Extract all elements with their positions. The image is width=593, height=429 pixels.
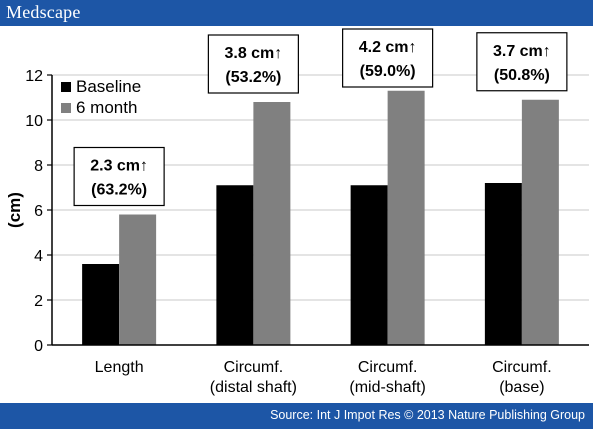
category-label: (mid-shaft) — [349, 379, 425, 396]
bar-baseline — [350, 185, 388, 345]
y-tick-label: 12 — [25, 68, 43, 85]
annotation-text: 4.2 cm↑ — [359, 39, 417, 56]
bar-baseline — [82, 264, 120, 345]
annotation-box — [73, 146, 165, 207]
annotation-box — [342, 28, 434, 88]
annotation-text: (50.8%) — [494, 67, 550, 84]
legend-swatch — [61, 82, 71, 92]
legend-label: Baseline — [76, 77, 141, 96]
category-label: Length — [95, 359, 144, 376]
legend-label: 6 month — [76, 98, 137, 117]
y-axis-label: (cm) — [5, 192, 24, 228]
category-label: Circumf. — [224, 359, 284, 376]
y-tick-label: 0 — [34, 338, 43, 355]
annotation-text: (59.0%) — [360, 63, 416, 80]
header-bar: Medscape — [0, 0, 593, 26]
y-tick-label: 4 — [34, 248, 43, 265]
annotation-box — [476, 32, 568, 92]
footer-bar: Source: Int J Impot Res © 2013 Nature Pu… — [0, 403, 593, 429]
y-tick-label: 8 — [34, 158, 43, 175]
bar-6-month — [119, 214, 157, 345]
y-tick-label: 6 — [34, 203, 43, 220]
category-label: Circumf. — [492, 359, 552, 376]
y-tick-label: 2 — [34, 293, 43, 310]
annotation-text: 2.3 cm↑ — [90, 158, 148, 175]
category-label: Circumf. — [358, 359, 418, 376]
bar-baseline — [484, 183, 522, 345]
bar-baseline — [216, 185, 254, 345]
bar-6-month — [387, 90, 425, 345]
category-label: (base) — [499, 379, 544, 396]
annotation-text: (53.2%) — [225, 69, 281, 86]
legend-swatch — [61, 103, 71, 113]
medscape-logo[interactable]: Medscape — [6, 2, 81, 22]
annotation-text: 3.8 cm↑ — [224, 45, 282, 62]
bar-6-month — [253, 102, 291, 345]
annotation-text: (63.2%) — [91, 182, 147, 199]
annotation-text: 3.7 cm↑ — [493, 43, 551, 60]
bar-6-month — [521, 99, 559, 345]
category-label: (distal shaft) — [210, 379, 297, 396]
bar-chart: 0 2 4 6 8 10 12 (cm) Length Circumf. (distal shaft… — [5, 28, 589, 396]
y-tick-label: 10 — [25, 113, 43, 130]
annotation-box — [207, 34, 299, 94]
source-credit: Source: Int J Impot Res © 2013 Nature Pu… — [270, 408, 585, 422]
